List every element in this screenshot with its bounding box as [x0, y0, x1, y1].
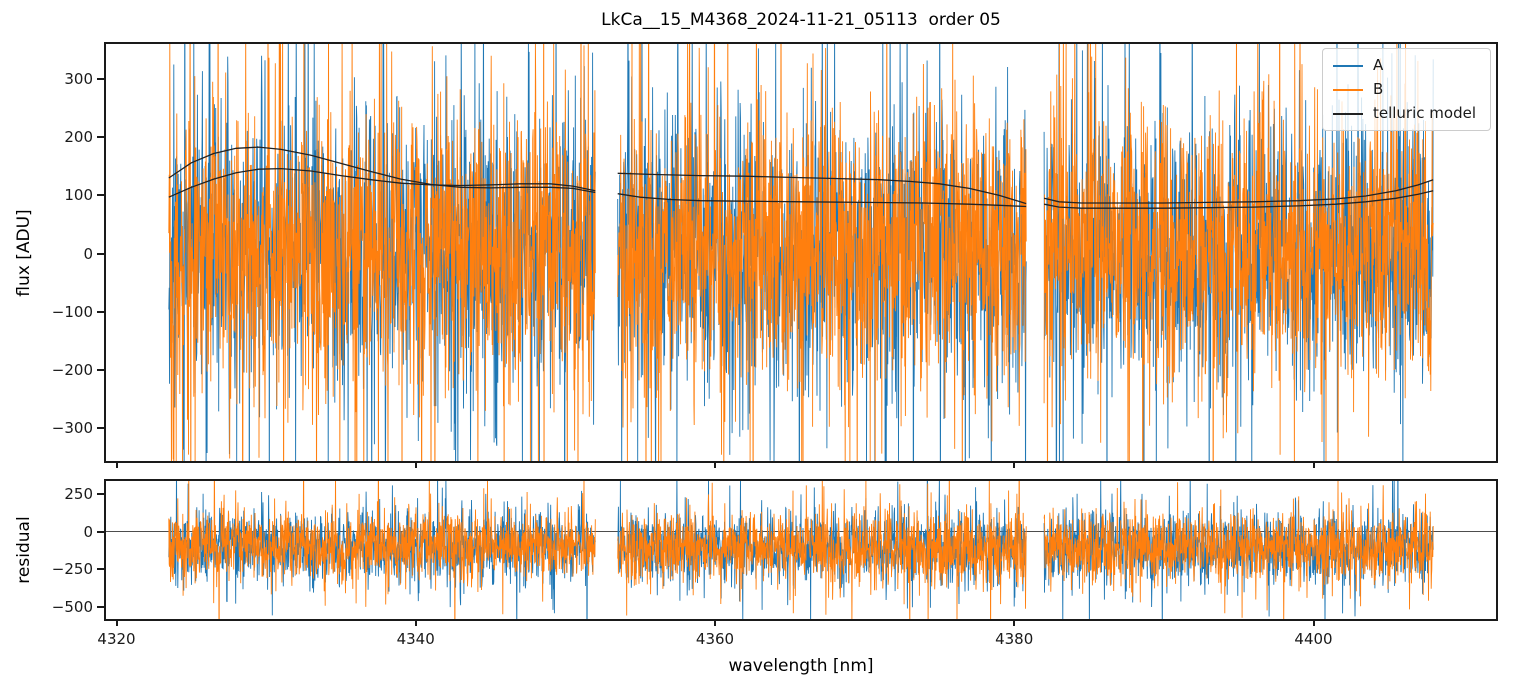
- telluric-model-curve-6: [1043, 190, 1434, 209]
- x-tick-label: 4400: [1294, 630, 1333, 648]
- residual-ytick-mark: [97, 606, 104, 609]
- flux-y-tick-label: 0: [83, 244, 93, 263]
- residual-plot-canvas: [106, 481, 1496, 619]
- x-tick-label: 4380: [995, 630, 1034, 648]
- telluric-model-curve-4: [617, 193, 1027, 208]
- series-B-segment-2: [617, 44, 1027, 461]
- flux-ytick-mark: [97, 427, 104, 430]
- legend-line-telluric-icon: [1332, 112, 1363, 115]
- residual-xtick-mark: [115, 619, 118, 626]
- flux-xtick-mark: [714, 461, 716, 468]
- residual-y-tick-label: 0: [83, 522, 93, 541]
- residual-ytick-mark: [97, 530, 104, 533]
- series-B-segment-1: [168, 481, 596, 619]
- flux-ytick-mark: [97, 252, 104, 255]
- residual-xtick-mark: [1013, 619, 1016, 626]
- legend-label-b: B: [1372, 80, 1384, 98]
- x-tick-label: 4340: [396, 630, 435, 648]
- residual-y-tick-label: −500: [51, 598, 93, 617]
- x-tick-label: 4320: [97, 630, 136, 648]
- residual-ytick-mark: [97, 568, 104, 571]
- flux-y-tick-label: −200: [51, 361, 93, 380]
- legend-line-b-icon: [1332, 88, 1363, 91]
- flux-xtick-mark: [414, 461, 417, 468]
- residual-xtick-mark: [1312, 619, 1315, 626]
- flux-ytick-mark: [97, 369, 104, 372]
- legend: A B telluric model: [1321, 48, 1491, 131]
- flux-plot-panel: [104, 42, 1498, 463]
- flux-y-tick-label: 100: [64, 186, 93, 205]
- residual-xtick-mark: [714, 619, 716, 626]
- legend-item-b: B: [1332, 80, 1476, 98]
- flux-xtick-mark: [1312, 461, 1315, 468]
- series-B-segment-3: [1043, 44, 1434, 461]
- residual-y-tick-label: 250: [64, 484, 93, 503]
- series-B-segment-2: [617, 481, 1027, 619]
- residual-y-tick-label: −250: [51, 560, 93, 579]
- flux-y-tick-label: 200: [64, 128, 93, 147]
- telluric-model-curve-2: [168, 167, 596, 198]
- legend-item-a: A: [1332, 56, 1476, 74]
- legend-label-telluric: telluric model: [1372, 104, 1476, 122]
- residual-xtick-mark: [414, 619, 417, 626]
- flux-ytick-mark: [97, 77, 104, 80]
- flux-y-tick-label: −300: [51, 419, 93, 438]
- series-B-segment-1: [168, 44, 596, 461]
- flux-ytick-mark: [97, 194, 104, 197]
- flux-ytick-mark: [97, 136, 104, 139]
- series-B-segment-3: [1043, 481, 1434, 619]
- residual-plot-panel: [104, 479, 1498, 621]
- x-tick-label: 4360: [695, 630, 735, 648]
- flux-y-tick-label: 300: [64, 69, 93, 88]
- chart-title: LkCa__15_M4368_2024-11-21_05113 order 05: [601, 10, 1001, 30]
- residual-ytick-mark: [97, 492, 104, 495]
- legend-label-a: A: [1372, 56, 1384, 74]
- flux-ytick-mark: [97, 310, 104, 313]
- telluric-model-curve-5: [1043, 179, 1434, 204]
- legend-line-a-icon: [1332, 64, 1363, 67]
- flux-xtick-mark: [115, 461, 118, 468]
- flux-xtick-mark: [1013, 461, 1016, 468]
- telluric-model-curve-1: [168, 146, 596, 194]
- flux-plot-canvas: [168, 44, 1434, 461]
- telluric-model-curve-3: [617, 172, 1027, 205]
- x-axis-label: wavelength [nm]: [728, 656, 874, 676]
- legend-item-telluric: telluric model: [1332, 104, 1476, 122]
- flux-y-tick-label: −100: [51, 302, 93, 321]
